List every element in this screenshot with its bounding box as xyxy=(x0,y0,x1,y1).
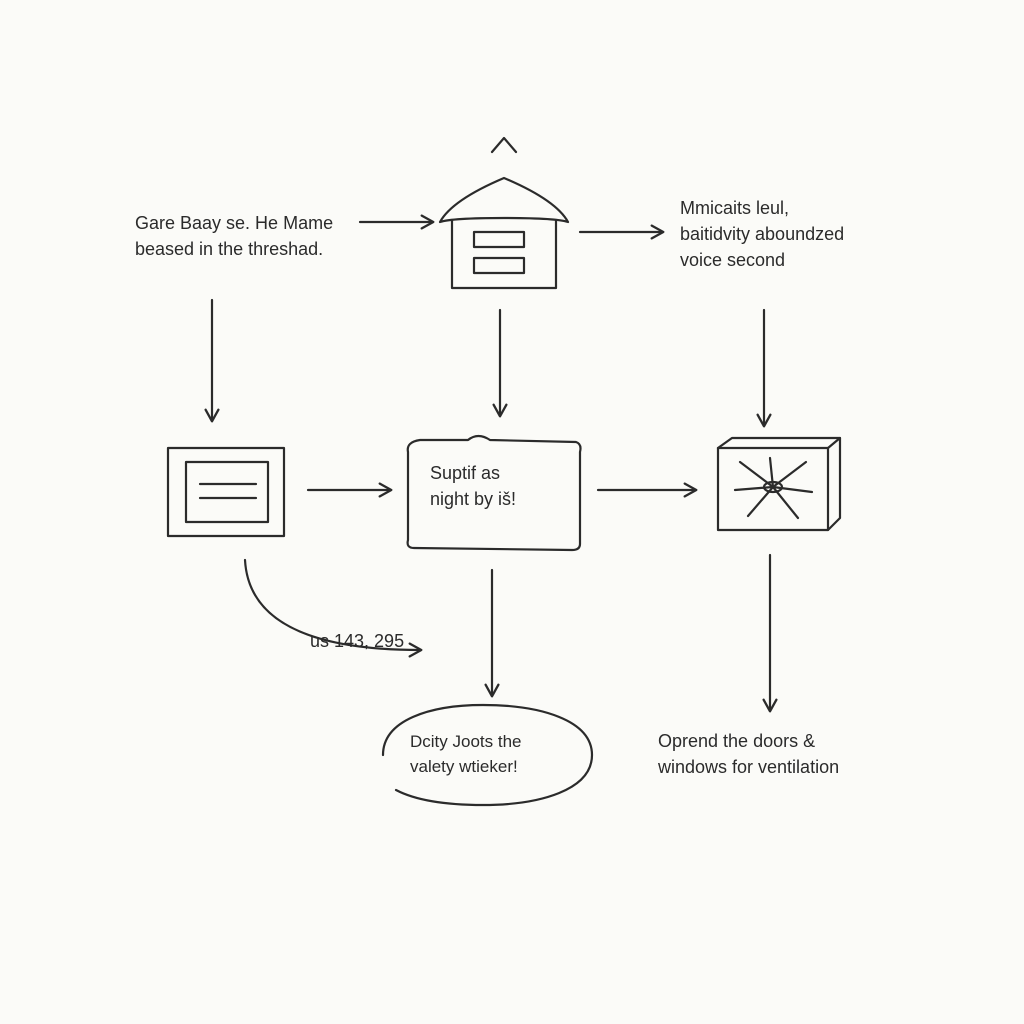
flowchart-canvas: Gare Baay se. He Mame beased in the thre… xyxy=(0,0,1024,1024)
curve-label: us 143, 295 xyxy=(310,628,404,654)
top-right-text: Mmicaits leul, baitidvity aboundzed voic… xyxy=(680,195,844,273)
folder-center-text: Suptif as night by iš! xyxy=(430,460,516,512)
house-icon xyxy=(440,138,568,288)
top-left-text: Gare Baay se. He Mame beased in the thre… xyxy=(135,210,333,262)
fan-box-icon xyxy=(718,438,840,530)
bottom-right-text: Oprend the doors & windows for ventilati… xyxy=(658,728,839,780)
box-left-icon xyxy=(168,448,284,536)
ellipse-bottom-text: Dcity Joots the valety wtieker! xyxy=(410,730,522,779)
